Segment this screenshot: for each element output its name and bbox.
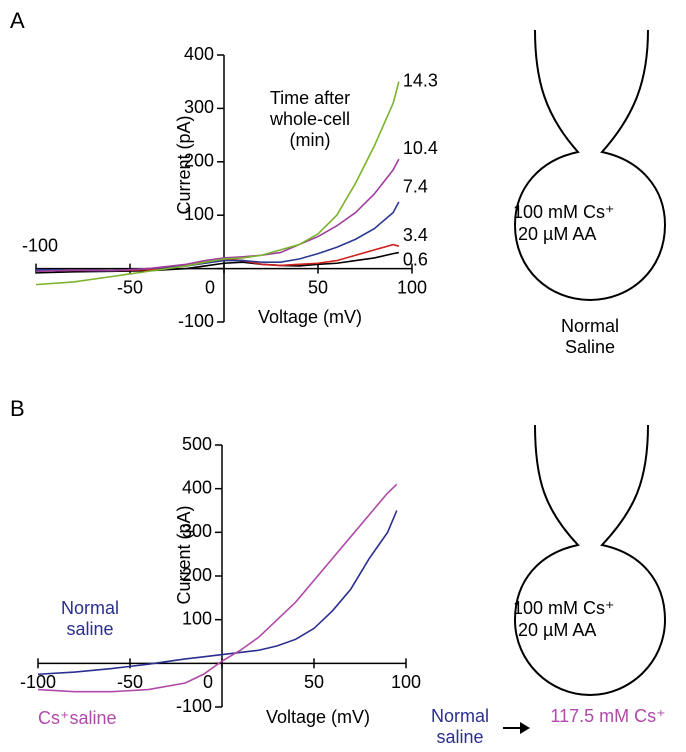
series-label: Cs⁺saline: [38, 708, 117, 728]
x-tick-label: 100: [397, 277, 427, 297]
x-tick-label: 0: [203, 672, 213, 692]
y-axis-label: Current (pA): [174, 115, 194, 214]
diagram-text: 100 mM Cs⁺: [513, 598, 615, 618]
y-tick-label: 100: [182, 608, 212, 628]
x-tick-label: 50: [304, 672, 324, 692]
y-tick-label: 300: [182, 521, 212, 541]
x-axis-label: Voltage (mV): [258, 307, 362, 327]
x-tick-label: 0: [205, 277, 215, 297]
series-line: [35, 81, 400, 286]
y-tick-label: 400: [184, 44, 214, 64]
diagram-text: 20 µM AA: [518, 620, 597, 640]
series-label: 7.4: [403, 177, 428, 197]
panel-label: A: [10, 8, 25, 33]
y-tick-label: -100: [178, 311, 214, 331]
diagram-from: Normal saline: [430, 706, 489, 747]
series-line: [35, 243, 400, 273]
series-line: [37, 510, 398, 676]
diagram-caption: Normal Saline: [560, 316, 619, 357]
series-line: [37, 483, 398, 693]
series-label: 10.4: [403, 138, 438, 158]
x-tick-label: 50: [308, 277, 328, 297]
x-tick-label: -50: [117, 277, 143, 297]
y-axis-label: Current (pA): [174, 505, 194, 604]
y-tick-label: 500: [182, 434, 212, 454]
series-label: Normal saline: [60, 598, 119, 639]
y-tick-label: 200: [184, 151, 214, 171]
arrow-head: [520, 722, 530, 734]
x-tick-label: -100: [22, 235, 58, 255]
x-tick-label: -100: [20, 672, 56, 692]
y-tick-label: -100: [176, 696, 212, 716]
cell-outline: [513, 424, 667, 697]
y-tick-label: 200: [182, 565, 212, 585]
panel-label: B: [10, 396, 25, 421]
x-axis-label: Voltage (mV): [266, 707, 370, 727]
annotation: Time after whole-cell (min): [269, 88, 351, 150]
y-tick-label: 100: [184, 204, 214, 224]
x-tick-label: 100: [391, 672, 421, 692]
series-label: 0.6: [403, 249, 428, 269]
diagram-text: 20 µM AA: [518, 224, 597, 244]
cell-outline: [513, 29, 667, 302]
diagram-text: 100 mM Cs⁺: [513, 202, 615, 222]
y-tick-label: 400: [182, 477, 212, 497]
series-label: 14.3: [403, 70, 438, 90]
diagram-to: 117.5 mM Cs⁺: [550, 706, 666, 726]
series-label: 3.4: [403, 225, 428, 245]
x-tick-label: -50: [117, 672, 143, 692]
y-tick-label: 300: [184, 97, 214, 117]
